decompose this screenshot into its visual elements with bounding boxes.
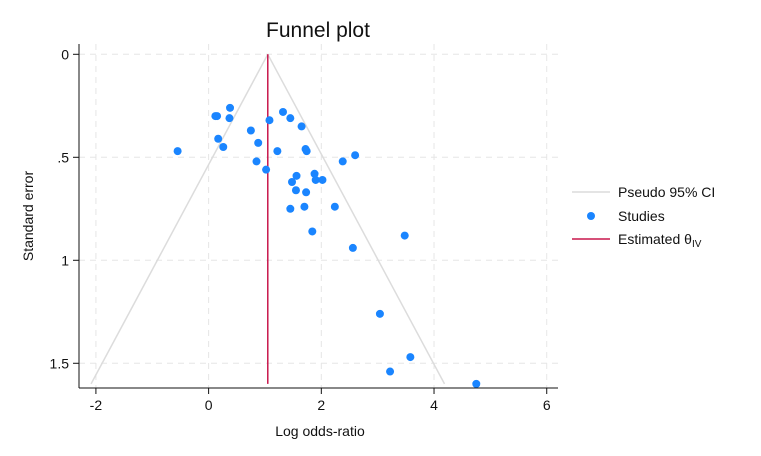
- study-point: [213, 112, 222, 121]
- study-point: [386, 367, 395, 376]
- legend: Pseudo 95% CI Studies Estimated θIV: [572, 184, 715, 250]
- axes: -2 0 2 4 6 0 .5 1 1.5: [50, 44, 558, 413]
- study-point: [252, 157, 261, 166]
- x-tick-label: 6: [543, 397, 551, 413]
- gridlines: [79, 44, 558, 388]
- legend-estimate-label: Estimated θIV: [618, 231, 702, 250]
- study-point: [278, 107, 287, 116]
- study-point: [262, 165, 271, 174]
- study-point: [297, 122, 306, 131]
- legend-studies-label: Studies: [618, 208, 665, 224]
- y-tick-label: .5: [57, 149, 69, 165]
- pseudo-ci-funnel: [90, 53, 446, 385]
- study-point: [318, 175, 327, 184]
- y-tick-label: 0: [61, 46, 69, 62]
- study-point: [225, 114, 234, 123]
- x-axis-label: Log odds-ratio: [275, 423, 365, 439]
- study-point: [265, 116, 274, 125]
- study-point: [310, 169, 319, 178]
- legend-estimate-sub: IV: [692, 239, 702, 250]
- study-point: [338, 157, 347, 166]
- x-tick-label: 4: [430, 397, 438, 413]
- x-tick-label: -2: [90, 397, 103, 413]
- study-point: [246, 126, 255, 135]
- study-point: [288, 178, 297, 187]
- study-point: [330, 202, 339, 211]
- study-point: [302, 188, 311, 197]
- study-point: [472, 379, 481, 388]
- legend-ci-label: Pseudo 95% CI: [618, 184, 715, 200]
- study-point: [214, 134, 223, 143]
- study-point: [219, 142, 228, 151]
- y-axis-label: Standard error: [20, 171, 36, 262]
- study-point: [308, 227, 317, 236]
- study-point: [292, 171, 301, 180]
- y-tick-label: 1: [61, 252, 69, 268]
- study-point: [311, 175, 320, 184]
- ci-lower-bound: [90, 53, 269, 385]
- study-point: [291, 186, 300, 195]
- x-tick-label: 2: [317, 397, 325, 413]
- x-tick-label: 0: [205, 397, 213, 413]
- study-point: [300, 202, 309, 211]
- study-point: [375, 309, 384, 318]
- legend-estimate-main: Estimated θ: [618, 231, 692, 247]
- study-point: [348, 243, 357, 252]
- y-tick-label: 1.5: [50, 355, 70, 371]
- study-point: [226, 103, 235, 112]
- study-point: [286, 204, 295, 213]
- study-point: [273, 147, 282, 156]
- study-point: [351, 151, 360, 160]
- study-point: [406, 353, 415, 362]
- legend-studies-swatch: [587, 212, 595, 220]
- study-point: [400, 231, 409, 240]
- study-point: [254, 138, 263, 147]
- chart-title: Funnel plot: [266, 19, 370, 42]
- ci-upper-bound: [267, 53, 446, 385]
- study-points: [173, 103, 481, 388]
- study-point: [286, 114, 295, 123]
- study-point: [302, 147, 311, 156]
- study-point: [173, 147, 182, 156]
